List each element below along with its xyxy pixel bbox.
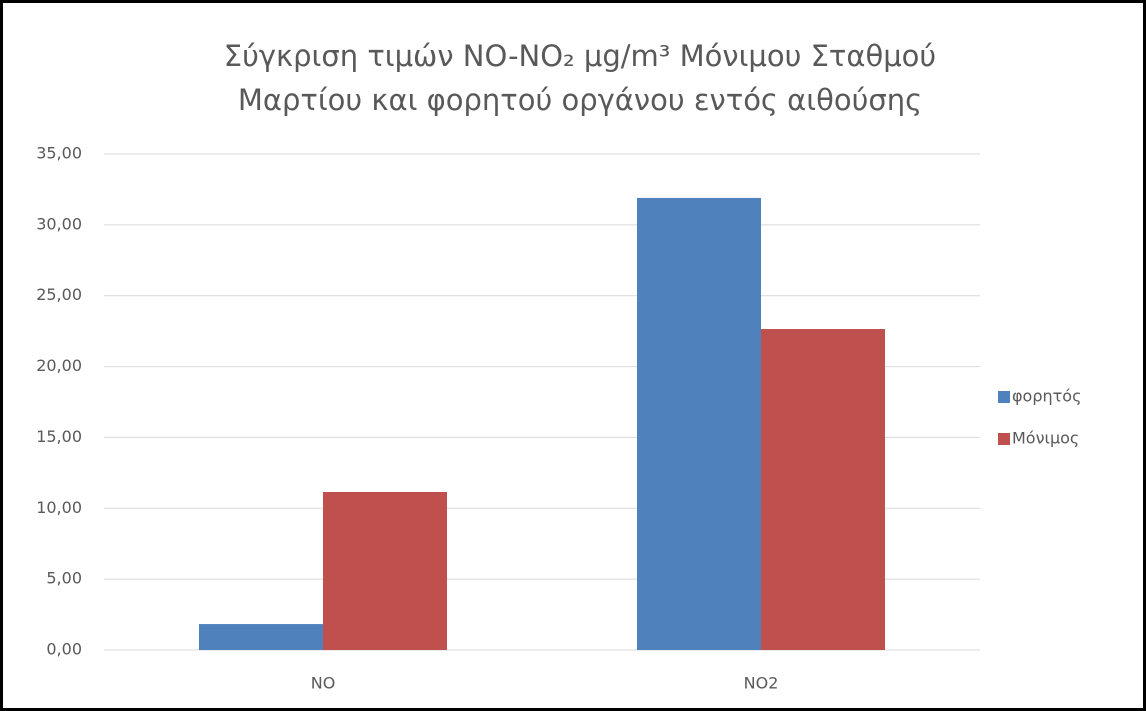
y-tick-label: 20,00 (36, 356, 82, 375)
chart-title: Σύγκριση τιμών NO-NO₂ μg/m³ Μόνιμου Σταθ… (224, 39, 936, 117)
y-tick-label: 5,00 (46, 569, 82, 588)
bar (323, 491, 447, 650)
y-tick-label: 30,00 (36, 214, 82, 233)
y-tick-label: 0,00 (46, 640, 82, 659)
legend-swatch (998, 433, 1010, 445)
bar (199, 624, 323, 650)
y-tick-label: 10,00 (36, 498, 82, 517)
legend-label: φορητός (1012, 387, 1081, 406)
y-tick-label: 35,00 (36, 144, 82, 163)
bar (761, 329, 885, 650)
legend-label: Μόνιμος (1012, 429, 1079, 448)
x-tick-label: NO (311, 674, 336, 693)
y-tick-label: 25,00 (36, 285, 82, 304)
y-tick-label: 15,00 (36, 427, 82, 446)
legend-swatch (998, 391, 1010, 403)
x-tick-label: NO2 (744, 674, 779, 693)
bar (637, 197, 761, 650)
